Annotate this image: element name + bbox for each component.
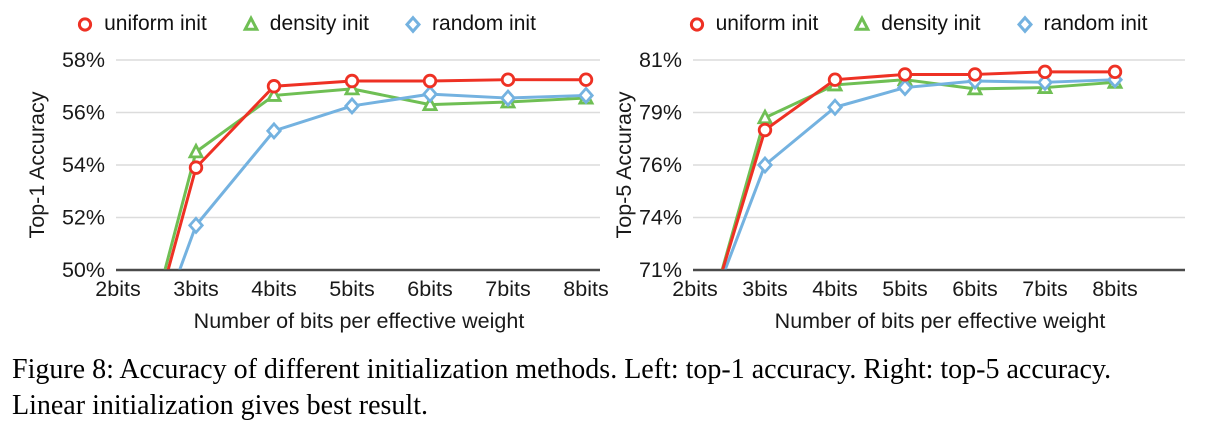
- x-tick-label: 3bits: [742, 277, 787, 301]
- x-tick-label: 8bits: [563, 277, 608, 301]
- diamond-marker-icon: [187, 216, 205, 235]
- legend-top5: uniform init density init random init: [611, 10, 1223, 38]
- diamond-marker-icon: [896, 78, 914, 97]
- diamond-marker-icon: [826, 98, 844, 117]
- legend-item-uniform-init: uniform init: [75, 12, 207, 36]
- circle-icon: [77, 16, 93, 32]
- triangle-marker-icon: [242, 14, 260, 31]
- x-tick-label: 5bits: [882, 277, 927, 301]
- diamond-marker-icon: [405, 14, 422, 34]
- circle-marker-icon: [188, 160, 204, 175]
- circle-marker-icon: [827, 72, 843, 87]
- circle-marker-icon: [1107, 64, 1123, 80]
- legend-label: density init: [269, 12, 370, 35]
- legend-top1: uniform init density init random init: [0, 10, 611, 38]
- diamond-marker-icon: [499, 88, 517, 108]
- circle-marker-icon: [757, 122, 773, 138]
- triangle-icon: [242, 14, 260, 31]
- x-tick-label: 4bits: [812, 277, 857, 301]
- circle-marker-icon: [578, 72, 594, 87]
- diamond-marker-icon: [421, 85, 439, 104]
- figure-page: uniform init density init random init 50% 5…: [0, 10, 1223, 425]
- circle-marker-icon: [344, 73, 360, 89]
- triangle-marker-icon: [854, 14, 871, 31]
- chart-top1-accuracy: uniform init density init random init 50% 5…: [0, 10, 611, 340]
- diamond-marker-icon: [265, 121, 283, 140]
- circle-marker-icon: [77, 16, 93, 32]
- x-tick-label: 4bits: [251, 277, 296, 301]
- figure-caption: Figure 8: Accuracy of different initiali…: [0, 340, 1223, 425]
- x-tick-label: 6bits: [407, 277, 452, 301]
- circle-marker-icon: [500, 72, 516, 87]
- caption-line-1: Figure 8: Accuracy of different initiali…: [12, 354, 1112, 385]
- y-tick-label: 50%: [62, 258, 105, 282]
- diamond-marker-icon: [1036, 73, 1054, 92]
- circle-icon: [689, 16, 704, 32]
- x-tick-label: 2bits: [95, 277, 140, 301]
- diamond-marker-icon: [343, 96, 361, 116]
- y-tick-label: 71%: [639, 258, 682, 282]
- y-axis-title: Top-5 Accuracy: [612, 91, 636, 238]
- caption-line-2: Linear initialization gives best result.: [12, 390, 428, 422]
- circle-marker-icon: [967, 67, 983, 82]
- circle-marker-icon: [689, 16, 704, 32]
- diamond-icon: [405, 14, 422, 34]
- y-tick-label: 81%: [639, 48, 682, 72]
- diamond-marker-icon: [756, 155, 774, 175]
- circle-marker-icon: [422, 73, 438, 89]
- legend-item-uniform-init: uniform init: [687, 12, 819, 36]
- legend-label: uniform init: [104, 12, 207, 35]
- x-axis-title: Number of bits per effective weight: [775, 309, 1106, 333]
- x-tick-label: 8bits: [1092, 277, 1137, 301]
- triangle-marker-icon: [265, 85, 283, 102]
- y-tick-label: 79%: [639, 101, 682, 125]
- legend-item-density-init: density init: [852, 12, 981, 36]
- circle-marker-icon: [1037, 64, 1053, 80]
- circle-marker-icon: [897, 67, 913, 82]
- x-tick-label: 6bits: [952, 277, 997, 301]
- y-axis-title: Top-1 Accuracy: [25, 91, 49, 238]
- y-tick-label: 74%: [639, 206, 682, 230]
- x-tick-label: 3bits: [173, 277, 218, 301]
- y-tick-label: 52%: [62, 206, 105, 230]
- x-axis-title: Number of bits per effective weight: [194, 309, 525, 333]
- legend-label: density init: [881, 12, 981, 35]
- triangle-icon: [854, 14, 871, 31]
- triangle-marker-icon: [187, 142, 205, 159]
- circle-marker-icon: [266, 79, 282, 94]
- top1-accuracy-plot: 50% 52% 54% 56% 58% 2bits 3bits 4bits 5bits 6bits…: [25, 48, 609, 333]
- x-tick-label: 2bits: [672, 277, 717, 301]
- diamond-icon: [1016, 14, 1033, 34]
- triangle-marker-icon: [756, 108, 774, 125]
- y-tick-label: 58%: [62, 48, 105, 72]
- triangle-marker-icon: [421, 95, 439, 112]
- x-tick-label: 5bits: [329, 277, 374, 301]
- chart-top5-accuracy: uniform init density init random init 71% 7…: [611, 10, 1223, 340]
- y-tick-label: 76%: [639, 153, 682, 177]
- x-tick-label: 7bits: [485, 277, 530, 301]
- legend-label: random init: [1043, 12, 1148, 35]
- legend-item-density-init: density init: [241, 12, 369, 36]
- legend-item-random-init: random init: [1015, 12, 1148, 36]
- top5-accuracy-plot: 71% 74% 76% 79% 81% 2bits 3bits 4bits 5bits 6bits…: [612, 48, 1185, 333]
- diamond-marker-icon: [577, 86, 595, 105]
- legend-label: uniform init: [715, 12, 819, 35]
- legend-item-random-init: random init: [403, 12, 536, 36]
- diamond-marker-icon: [1016, 14, 1033, 34]
- y-tick-label: 56%: [62, 101, 105, 125]
- x-tick-label: 7bits: [1022, 277, 1067, 301]
- y-tick-label: 54%: [62, 153, 105, 177]
- charts-row: uniform init density init random init 50% 5…: [0, 10, 1223, 340]
- legend-label: random init: [432, 12, 536, 35]
